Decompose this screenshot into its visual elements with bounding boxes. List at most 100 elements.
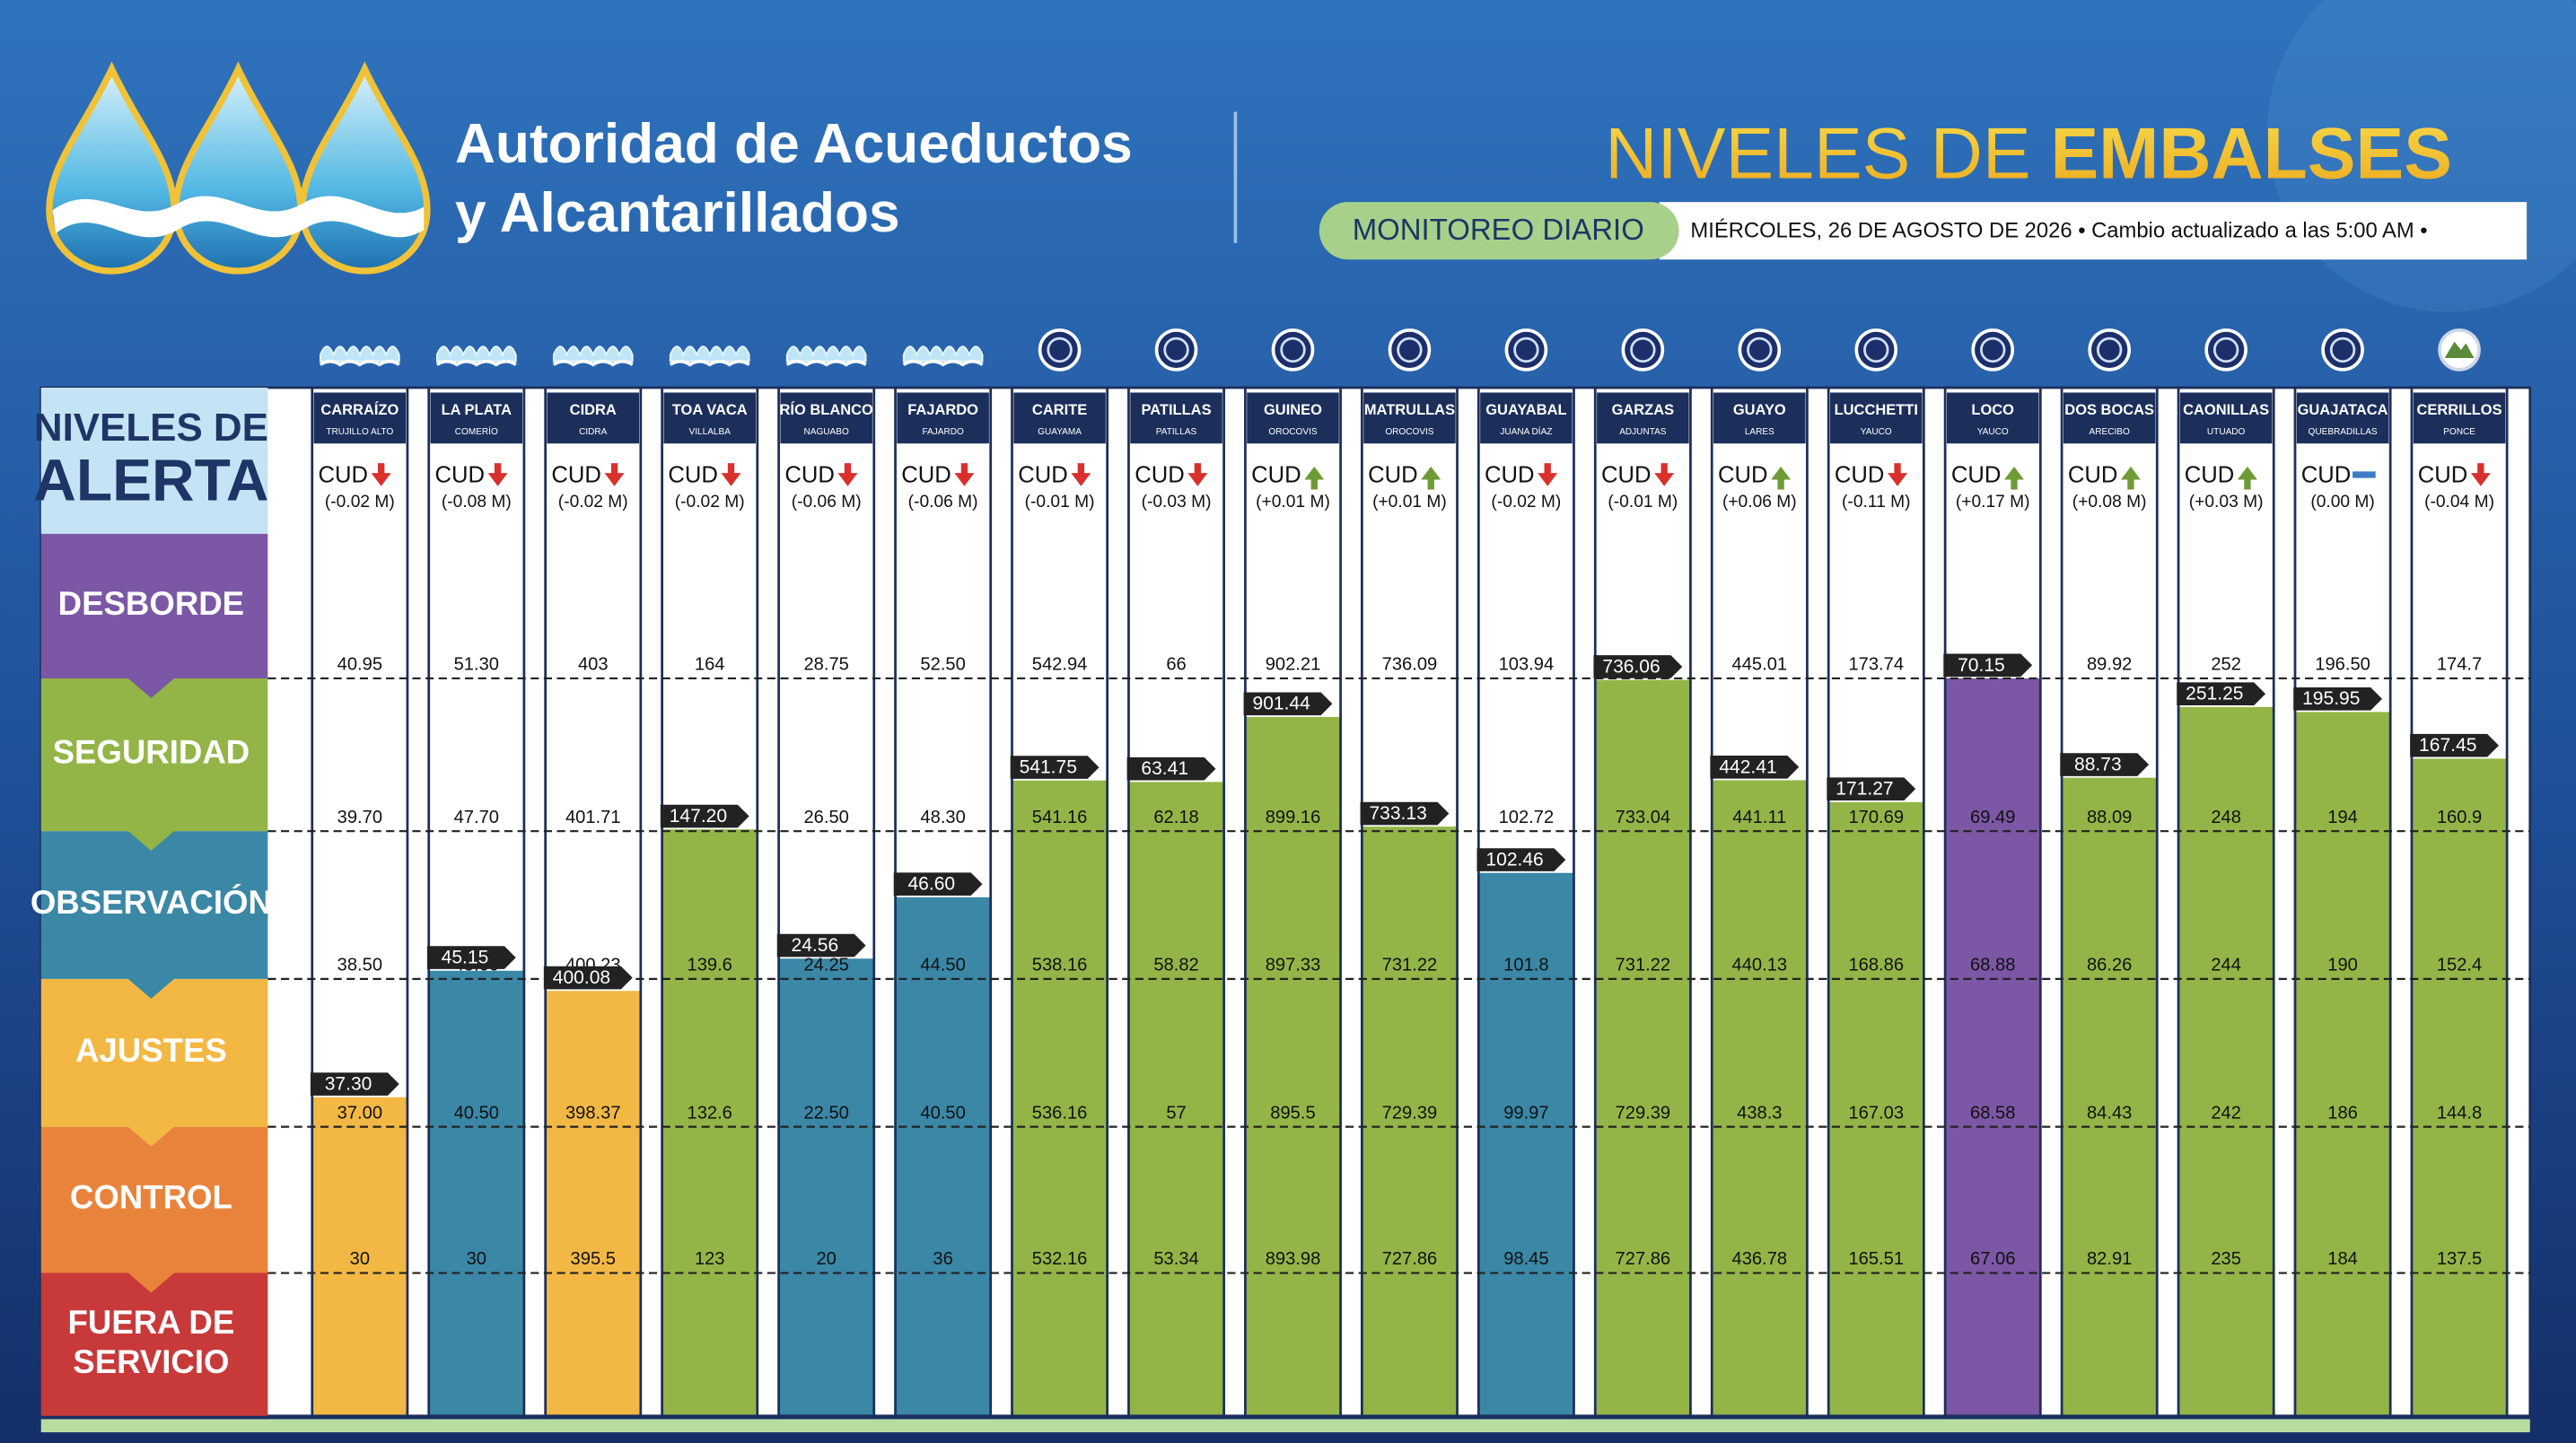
level-value: 70.15 (1958, 655, 2005, 676)
column-frame (1244, 386, 1342, 1418)
threshold-value: 139.6 (688, 956, 732, 975)
threshold-value: 51.30 (454, 655, 499, 675)
icon-seal-ring (1163, 337, 1189, 363)
level-tag (543, 966, 633, 990)
threshold-value: 69.49 (1970, 808, 2015, 827)
reservoir-header (780, 392, 872, 444)
level-bar (1362, 826, 1458, 1416)
level-tag (2060, 753, 2150, 776)
level-bar (662, 829, 758, 1416)
reservoir-name: TOA VACA (672, 402, 748, 418)
threshold-value: 123 (695, 1249, 725, 1269)
icon-seal-ring (1863, 337, 1889, 363)
cud-label: CUD (2418, 463, 2467, 488)
threshold-value: 38.50 (337, 956, 382, 975)
level-tag (2293, 687, 2383, 711)
trend-arrow (2004, 466, 2024, 490)
level-bar (2295, 712, 2391, 1416)
alert-level-label: DESBORDE (58, 585, 244, 622)
threshold-value: 68.58 (1970, 1103, 2015, 1123)
threshold-value: 30 (467, 1249, 486, 1269)
alert-level-label: SERVICIO (73, 1343, 229, 1380)
column-frame (2293, 386, 2392, 1418)
footer-strip (40, 1419, 2530, 1433)
threshold-value: 68.88 (1970, 956, 2015, 975)
level-tag (310, 1072, 399, 1096)
column-frame (427, 386, 526, 1418)
icon-waves-line (785, 359, 867, 367)
trend-arrow (721, 463, 741, 486)
reservoir-town: PONCE (2443, 427, 2475, 437)
threshold-value: 170.69 (1848, 808, 1904, 827)
threshold-value: 244 (2211, 956, 2241, 975)
column-frame (894, 386, 993, 1418)
column-frame (1476, 386, 1575, 1418)
column-frame (1710, 386, 1809, 1418)
threshold-value: 403 (578, 655, 609, 675)
icon-seal-ring (1980, 337, 2006, 363)
cud-label: CUD (901, 463, 951, 488)
threshold-value: 168.86 (1848, 956, 1904, 975)
column-frame (1593, 386, 1692, 1418)
threshold-value: 895.5 (1270, 1103, 1315, 1123)
threshold-value: 731.22 (1382, 956, 1438, 975)
reservoir-name: MATRULLAS (1364, 402, 1455, 418)
cud-label: CUD (551, 463, 600, 488)
threshold-value: 729.39 (1382, 1103, 1438, 1123)
reservoir-town: YAUCO (1977, 427, 2009, 437)
reservoir-name: CIDRA (570, 402, 617, 418)
threshold-value: 28.75 (803, 655, 848, 675)
cud-label: CUD (2068, 463, 2117, 488)
threshold-value: 733.04 (1616, 808, 1671, 827)
trend-arrow (371, 463, 391, 486)
threshold-value: 242 (2211, 1103, 2241, 1123)
threshold-value: 82.91 (2087, 1249, 2132, 1269)
alert-level-label: FUERA DE (68, 1304, 235, 1341)
threshold-value: 186 (2327, 1103, 2358, 1123)
threshold-value: 98.45 (1503, 1249, 1548, 1269)
threshold-value: 899.16 (1266, 808, 1321, 827)
threshold-value: 167.03 (1848, 1103, 1904, 1123)
icon-seal (1038, 328, 1082, 372)
icon-waves (552, 345, 634, 363)
threshold-value: 52.50 (920, 655, 965, 675)
icon-waves-line (552, 359, 634, 367)
cud-label: CUD (2301, 463, 2351, 488)
cud-label: CUD (1018, 463, 1067, 488)
threshold-value: 736.09 (1382, 655, 1438, 675)
column-frame (311, 386, 409, 1418)
column-frame (1827, 386, 1925, 1418)
threshold-value: 40.50 (920, 1103, 965, 1123)
alert-level (40, 1272, 268, 1416)
alert-level-label: OBSERVACIÓN (31, 883, 272, 921)
alert-level-label: CONTROL (70, 1179, 232, 1216)
level-bar (2411, 758, 2508, 1416)
alert-title: NIVELES DE (34, 406, 268, 450)
threshold-value: 395.5 (571, 1249, 616, 1269)
trend-arrow (2470, 463, 2491, 486)
level-value: 147.20 (670, 806, 727, 826)
level-value: 400.08 (553, 967, 610, 988)
icon-seal-ring (2096, 337, 2123, 363)
title-light: NIVELES DE (1605, 114, 2030, 195)
change: (+0.03 M) (2189, 493, 2264, 512)
level-tag (1593, 655, 1683, 678)
icon-waves (669, 345, 750, 363)
level-value: 442.41 (1719, 756, 1776, 777)
title-bold: EMBALSES (2051, 114, 2452, 195)
level-tag (2177, 682, 2266, 706)
reservoir-header (1830, 392, 1923, 444)
icon-waves (435, 345, 517, 363)
threshold-value: 66 (1166, 655, 1186, 675)
reservoir-town: COMERÍO (455, 425, 498, 437)
change: (+0.17 M) (1956, 493, 2030, 512)
reservoir-name: CARRAÍZO (320, 401, 399, 418)
reservoir-name: PATILLAS (1141, 402, 1211, 418)
reservoir-name: CAONILLAS (2183, 402, 2269, 418)
level-tag (1943, 653, 2033, 678)
level-tag (1476, 848, 1566, 871)
threshold-value: 727.86 (1616, 1249, 1671, 1269)
icon-seal (1738, 328, 1782, 372)
level-tag (1126, 756, 1216, 781)
